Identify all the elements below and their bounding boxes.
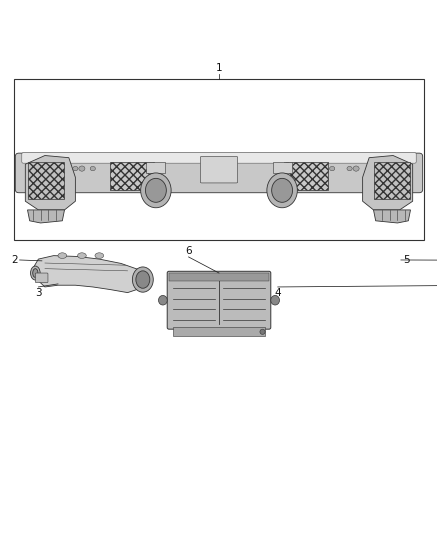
Bar [169, 273, 269, 281]
Ellipse shape [145, 179, 166, 203]
FancyBboxPatch shape [167, 271, 271, 329]
Bar [284, 162, 328, 190]
Ellipse shape [271, 295, 279, 305]
Ellipse shape [272, 179, 293, 203]
Ellipse shape [79, 166, 85, 171]
Bar [110, 162, 154, 190]
Bar [374, 162, 410, 199]
FancyBboxPatch shape [200, 156, 238, 183]
Bar [14, 79, 424, 240]
Ellipse shape [159, 295, 167, 305]
Ellipse shape [132, 267, 153, 292]
FancyBboxPatch shape [22, 152, 416, 163]
Polygon shape [363, 156, 413, 210]
Text: 3: 3 [35, 288, 42, 297]
FancyBboxPatch shape [15, 153, 423, 193]
Ellipse shape [141, 173, 171, 208]
Text: 1: 1 [215, 63, 223, 74]
FancyBboxPatch shape [35, 273, 48, 282]
Ellipse shape [33, 269, 38, 277]
Ellipse shape [31, 266, 40, 280]
Bar [272, 162, 292, 173]
Bar [146, 162, 166, 173]
Ellipse shape [95, 253, 104, 259]
Bar [28, 162, 64, 199]
Ellipse shape [260, 329, 265, 334]
Bar [173, 327, 265, 336]
Text: 5: 5 [403, 255, 410, 265]
Polygon shape [374, 210, 410, 223]
Ellipse shape [347, 166, 352, 171]
Ellipse shape [353, 166, 359, 171]
Ellipse shape [267, 173, 297, 208]
Text: 2: 2 [11, 255, 18, 265]
Text: 6: 6 [185, 246, 192, 256]
Ellipse shape [329, 166, 335, 171]
Ellipse shape [136, 271, 150, 288]
Ellipse shape [90, 166, 95, 171]
Ellipse shape [78, 253, 86, 259]
Polygon shape [25, 156, 75, 210]
Ellipse shape [58, 253, 67, 259]
Polygon shape [34, 256, 145, 293]
Polygon shape [28, 210, 64, 223]
Text: 4: 4 [275, 288, 281, 297]
Ellipse shape [73, 166, 78, 171]
